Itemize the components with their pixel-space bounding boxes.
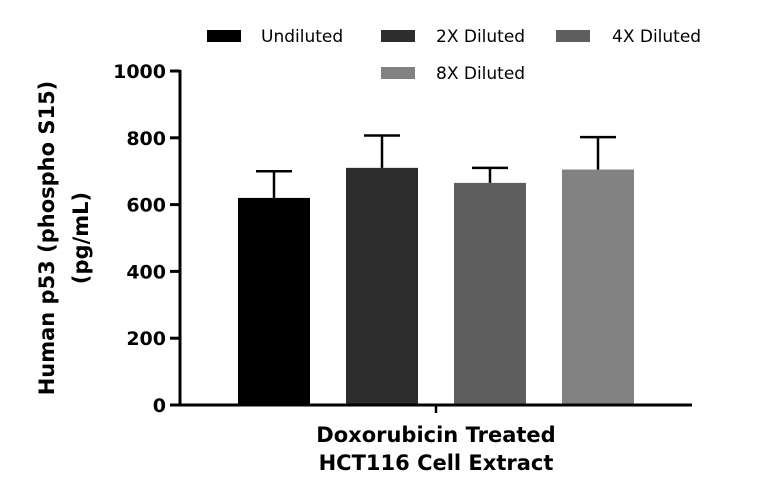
legend: Undiluted 2X Diluted 4X Diluted 8X Dilut… [207,27,701,84]
y-axis-title-line-2: (pg/mL) [69,192,93,284]
y-tick-label: 0 [153,395,166,417]
bar-2x-diluted [346,167,418,405]
y-tick-label: 600 [126,195,166,217]
legend-swatch-undiluted [207,30,241,42]
legend-label-2x-diluted: 2X Diluted [436,27,525,47]
bar-undiluted [238,197,310,405]
bar-8x-diluted [562,169,634,405]
axes-group: 0 200 400 600 800 1000 [113,61,692,417]
y-tick-label: 1000 [113,61,166,83]
legend-label-8x-diluted: 8X Diluted [436,64,525,84]
x-axis-title-line-1: Doxorubicin Treated [316,423,555,447]
legend-swatch-8x-diluted [381,67,415,79]
y-axis-title: Human p53 (phospho S15) (pg/mL) [35,81,93,396]
y-axis-title-line-1: Human p53 (phospho S15) [35,81,59,396]
y-tick-label: 200 [126,328,166,350]
legend-swatch-4x-diluted [556,30,590,42]
x-axis-title-line-2: HCT116 Cell Extract [319,451,554,475]
legend-label-undiluted: Undiluted [261,27,343,47]
bar-4x-diluted [454,182,526,405]
legend-label-4x-diluted: 4X Diluted [612,27,701,47]
y-tick-label: 400 [126,261,166,283]
y-tick-label: 800 [126,128,166,150]
error-bars-group [256,134,616,198]
bars-group [238,167,634,405]
legend-swatch-2x-diluted [381,30,415,42]
